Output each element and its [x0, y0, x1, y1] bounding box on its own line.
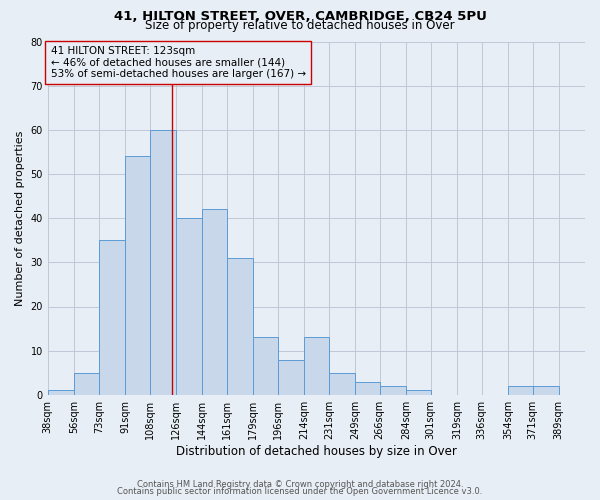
Bar: [533, 386, 559, 395]
Text: 41, HILTON STREET, OVER, CAMBRIDGE, CB24 5PU: 41, HILTON STREET, OVER, CAMBRIDGE, CB24…: [113, 10, 487, 23]
Bar: [355, 382, 380, 395]
Text: Size of property relative to detached houses in Over: Size of property relative to detached ho…: [145, 19, 455, 32]
Bar: [48, 390, 74, 395]
Y-axis label: Number of detached properties: Number of detached properties: [15, 130, 25, 306]
Bar: [176, 218, 202, 395]
Bar: [99, 240, 125, 395]
Bar: [406, 390, 431, 395]
Bar: [253, 338, 278, 395]
Text: Contains HM Land Registry data © Crown copyright and database right 2024.: Contains HM Land Registry data © Crown c…: [137, 480, 463, 489]
X-axis label: Distribution of detached houses by size in Over: Distribution of detached houses by size …: [176, 444, 457, 458]
Bar: [304, 338, 329, 395]
Bar: [329, 372, 355, 395]
Text: Contains public sector information licensed under the Open Government Licence v3: Contains public sector information licen…: [118, 487, 482, 496]
Bar: [278, 360, 304, 395]
Bar: [202, 210, 227, 395]
Bar: [508, 386, 533, 395]
Bar: [74, 372, 99, 395]
Bar: [380, 386, 406, 395]
Bar: [125, 156, 150, 395]
Bar: [227, 258, 253, 395]
Text: 41 HILTON STREET: 123sqm
← 46% of detached houses are smaller (144)
53% of semi-: 41 HILTON STREET: 123sqm ← 46% of detach…: [51, 46, 306, 79]
Bar: [150, 130, 176, 395]
